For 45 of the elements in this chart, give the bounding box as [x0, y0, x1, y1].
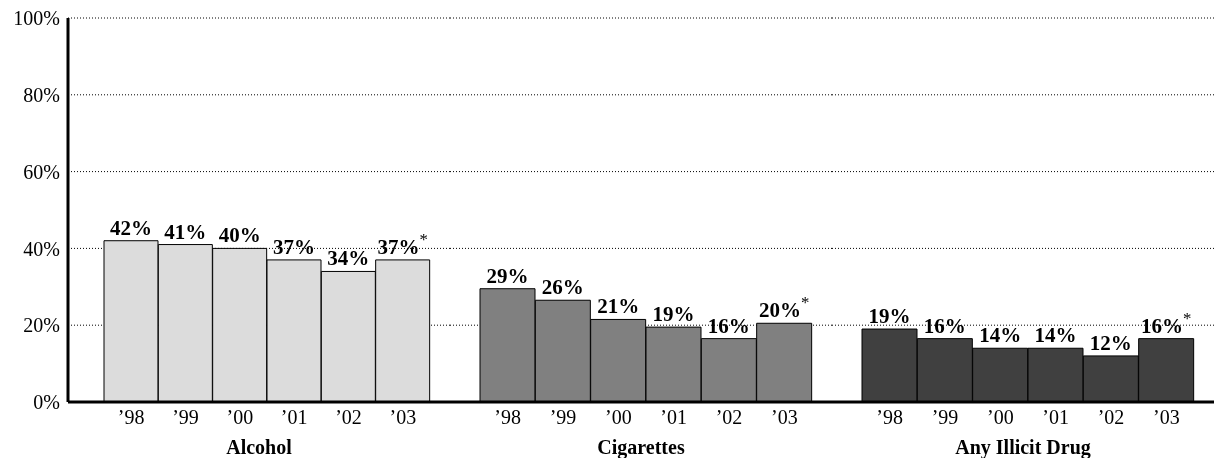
y-tick-label: 40%: [23, 237, 60, 260]
x-tick-label: ’99: [549, 406, 577, 429]
x-tick-label: ’02: [715, 406, 743, 429]
x-tick-label: ’00: [226, 406, 254, 429]
data-label: 29%: [486, 263, 529, 288]
data-label: 14%: [979, 323, 1022, 348]
x-tick-label: ’03: [1153, 406, 1180, 429]
data-label: 16%: [923, 313, 966, 338]
data-label: 41%: [164, 219, 207, 244]
x-axis-title: Cigarettes: [597, 436, 685, 459]
y-tick-label: 20%: [23, 314, 60, 337]
x-tick-label: ’02: [335, 406, 362, 429]
x-tick-label: ’01: [280, 406, 308, 429]
x-tick-label: ’99: [172, 406, 199, 429]
data-label: 37%$^{*}$: [377, 229, 428, 259]
x-tick-label: ’01: [660, 406, 687, 429]
x-tick-label: ’98: [876, 406, 903, 429]
y-tick-label: 0%: [33, 391, 60, 414]
x-tick-label: ’98: [117, 406, 145, 429]
data-label: 12%: [1089, 330, 1132, 355]
x-tick-label: ’98: [494, 406, 521, 429]
x-tick-label: ’00: [987, 406, 1014, 429]
data-label: 16%$^{*}$: [1140, 308, 1192, 338]
data-label: 34%: [327, 246, 370, 271]
data-label: 37%: [273, 234, 315, 259]
data-label: 19%: [868, 304, 911, 329]
data-label: 16%: [707, 313, 750, 338]
x-tick-label: ’00: [605, 406, 632, 429]
x-tick-label: ’99: [931, 406, 959, 429]
data-label: 20%$^{*}$: [758, 292, 810, 323]
data-label: 14%: [1034, 323, 1077, 348]
x-axis-title: Alcohol: [226, 436, 293, 458]
data-label: 21%: [597, 294, 640, 319]
data-label: 19%: [652, 302, 695, 327]
x-tick-label: ’02: [1097, 406, 1125, 429]
x-tick-label: ’03: [771, 406, 798, 429]
data-label: 26%: [541, 275, 584, 300]
x-tick-label: ’01: [1042, 406, 1069, 429]
y-tick-label: 100%: [13, 7, 60, 30]
y-tick-label: 80%: [23, 83, 60, 106]
x-tick-label: ’03: [389, 406, 417, 429]
y-tick-label: 60%: [23, 160, 60, 183]
x-axis-title: Any Illicit Drug: [955, 436, 1091, 459]
data-label: 40%: [218, 223, 261, 248]
data-label: 42%: [110, 215, 152, 240]
